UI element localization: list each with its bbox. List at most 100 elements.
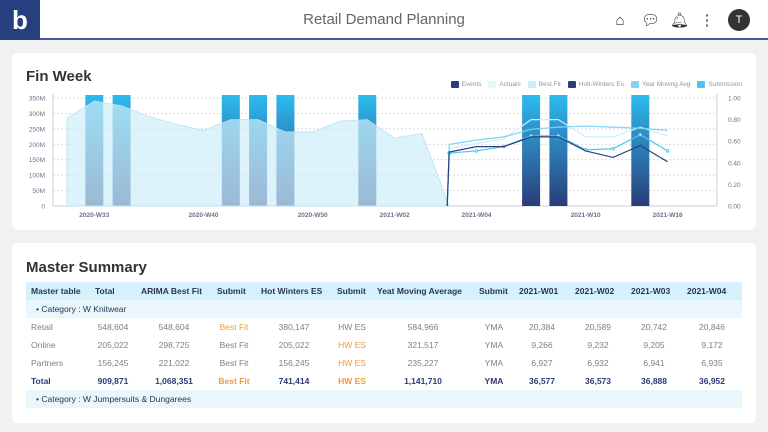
logo[interactable]: b — [0, 0, 40, 40]
series-line-holt-winters-es — [446, 136, 668, 207]
column-header[interactable]: 2021-W04 — [682, 282, 742, 300]
table-row: Online 205,022 298,725 Best Fit 205,022 HW ES… — [26, 336, 742, 354]
avatar[interactable]: T — [728, 9, 750, 31]
table-cell: 9,205 — [643, 340, 665, 350]
table-cell: 36,577 — [529, 376, 555, 386]
legend-swatch — [450, 81, 459, 88]
column-header[interactable]: Submit — [332, 282, 372, 300]
x-axis-tick-label: 2020-W50 — [298, 212, 328, 219]
legend-swatch — [567, 81, 576, 88]
left-axis-tick-label: 300M — [29, 111, 45, 118]
series-line-year-moving-avg — [446, 125, 668, 207]
table-cell: 6,932 — [587, 358, 609, 368]
series-line-submission — [446, 134, 668, 207]
events-bar — [549, 95, 568, 206]
chart-legend: Events Actuals Best Fit Holt-Winters Es Year… — [450, 81, 742, 89]
events-bar — [522, 95, 541, 206]
column-header[interactable]: Master table — [26, 282, 90, 300]
legend-item[interactable]: Actuals — [488, 81, 521, 89]
table-cell: 6,927 — [531, 358, 553, 368]
legend-label: Year Moving Avg — [641, 81, 691, 89]
submission-point — [611, 146, 615, 151]
table-cell: 741,414 — [278, 376, 310, 386]
right-axis-tick-label: 1.00 — [728, 96, 741, 103]
table-cell: Best Fit — [218, 376, 250, 386]
column-header[interactable]: 2021-W02 — [570, 282, 626, 300]
submission-point — [474, 149, 479, 153]
chat-icon[interactable]: 💬︎ — [641, 12, 661, 29]
legend-label: Actuals — [499, 81, 521, 89]
total-row: Total 909,871 1,068,351 Best Fit 741,414 HW E… — [26, 372, 742, 390]
app-header: b Retail Demand Planning ⌂ 💬︎ 🔔︎ ⋮ T — [0, 0, 768, 40]
table-cell: Best Fit — [219, 322, 249, 332]
table-cell: Online — [31, 340, 56, 350]
table-cell: 20,589 — [585, 322, 611, 332]
table-cell: 6,941 — [643, 358, 665, 368]
table-cell: 909,871 — [97, 376, 129, 386]
table-cell: YMA — [484, 376, 504, 386]
more-vertical-icon[interactable]: ⋮ — [699, 12, 715, 29]
table-title: Master Summary — [26, 259, 147, 276]
table-cell: 36,888 — [641, 376, 667, 386]
category-row[interactable]: • Category : W Knitwear — [26, 300, 742, 318]
right-axis-tick-label: 0.40 — [728, 160, 741, 167]
x-axis-tick-label: 2020-W33 — [79, 212, 109, 219]
column-header[interactable]: Total — [90, 282, 136, 300]
category-label: • Category : W Knitwear — [26, 300, 742, 318]
legend-item[interactable]: Year Moving Avg — [630, 81, 691, 89]
table-cell: HW ES — [338, 322, 366, 332]
series-line-best-fit — [446, 119, 668, 207]
column-header[interactable]: 2021-W03 — [626, 282, 682, 300]
table-cell: 36,952 — [699, 376, 725, 386]
legend-item[interactable]: Submission — [697, 81, 742, 88]
column-header[interactable]: Submit — [212, 282, 256, 300]
table-cell: 20,384 — [529, 322, 555, 332]
table-cell: 548,604 — [97, 322, 129, 332]
table-cell: 548,604 — [158, 322, 190, 332]
table-cell: Best Fit — [219, 340, 249, 350]
bell-icon[interactable]: 🔔︎ — [670, 12, 690, 29]
table-cell: HW ES — [338, 358, 366, 368]
table-cell: 298,725 — [158, 340, 190, 350]
table-cell: HW ES — [338, 340, 366, 350]
column-header[interactable]: Yeat Moving Average — [372, 282, 474, 300]
column-header[interactable]: Submit — [474, 282, 514, 300]
right-axis-tick-label: 0.20 — [728, 182, 741, 189]
legend-swatch — [697, 81, 706, 88]
legend-swatch — [488, 81, 497, 88]
home-icon[interactable]: ⌂ — [615, 11, 625, 29]
table-cell: 221,022 — [158, 358, 190, 368]
table-cell: 156,245 — [97, 358, 129, 368]
table-cell: 156,245 — [278, 358, 310, 368]
table-cell: 584,966 — [407, 322, 439, 332]
x-axis-tick-label: 2021-W10 — [571, 212, 601, 219]
table-cell: 9,232 — [587, 340, 609, 350]
column-header[interactable]: 2021-W01 — [514, 282, 570, 300]
table-cell: 6,935 — [701, 358, 723, 368]
page-title: Retail Demand Planning — [303, 11, 465, 28]
legend-item[interactable]: Best Fit — [527, 81, 561, 88]
legend-item[interactable]: Events — [450, 81, 482, 89]
table-cell: 9,266 — [531, 340, 553, 350]
submission-point — [638, 132, 643, 137]
events-bar — [631, 95, 650, 206]
table-cell: Total — [31, 376, 51, 386]
left-axis-tick-label: 200M — [29, 142, 45, 149]
x-axis-tick-label: 2021-W02 — [380, 212, 410, 219]
legend-label: Events — [461, 81, 482, 89]
table-cell: Best Fit — [219, 358, 249, 368]
right-axis-tick-label: 0.80 — [728, 117, 741, 124]
table-cell: YMA — [484, 358, 504, 368]
legend-item[interactable]: Holt-Winters Es — [567, 81, 624, 88]
x-axis-tick-label: 2021-W16 — [653, 212, 683, 219]
master-summary-card: Master Summary Master table Total ARIMA Be… — [12, 243, 756, 423]
category-row[interactable]: • Category : W Jumpersuits & Dungarees — [26, 390, 742, 408]
legend-swatch — [630, 81, 639, 88]
column-header[interactable]: Hot Winters ES — [256, 282, 332, 300]
table-cell: 321,517 — [407, 340, 439, 350]
column-header[interactable]: ARIMA Best Fit — [136, 282, 212, 300]
table-cell: 9,172 — [701, 340, 723, 350]
left-axis-tick-label: 50M — [32, 188, 45, 195]
category-label: • Category : W Jumpersuits & Dungarees — [26, 390, 742, 408]
table-cell: 1,068,351 — [155, 376, 193, 386]
